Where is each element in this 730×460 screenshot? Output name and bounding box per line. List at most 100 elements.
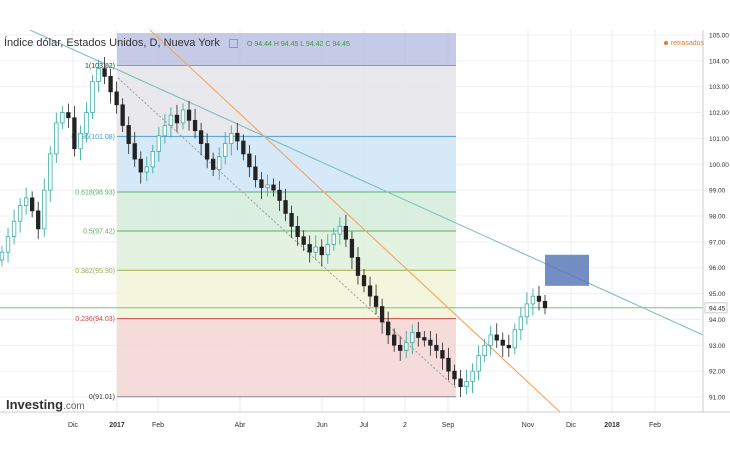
candle-body <box>30 197 35 212</box>
y-tick-label: 103.00 <box>709 84 729 91</box>
fib-level-label: 1(103.82) <box>85 63 115 70</box>
logo-suffix: .com <box>63 401 85 412</box>
candle-body <box>259 179 264 188</box>
fib-zone <box>117 270 456 319</box>
y-tick-label: 101.00 <box>709 136 729 143</box>
candle-body <box>295 225 300 238</box>
candle-body <box>247 153 252 168</box>
candle-body <box>211 158 216 170</box>
candle-body <box>392 334 397 346</box>
x-tick-label: Sep <box>442 422 455 429</box>
status-dot-icon <box>663 41 668 46</box>
delayed-label: retrasados <box>670 40 704 47</box>
candle-body <box>241 140 246 155</box>
candle-body <box>5 236 11 253</box>
y-tick-label: 95.00 <box>709 291 726 298</box>
candle-body <box>253 166 258 181</box>
candle-body <box>422 337 427 341</box>
candle-body <box>198 130 204 144</box>
candle-body <box>78 132 83 150</box>
candle-body <box>114 91 119 106</box>
candle-body <box>416 332 421 338</box>
x-tick-label: 2 <box>403 422 407 429</box>
candle-body <box>542 300 548 309</box>
fib-top-zone <box>117 33 456 66</box>
candle-body <box>168 114 174 126</box>
y-tick-label: 98.00 <box>709 214 726 221</box>
candle-body <box>349 238 355 258</box>
candle-body <box>398 344 403 351</box>
candle-body <box>235 132 240 142</box>
y-tick-label: 100.00 <box>709 162 729 169</box>
x-tick-label: Dic <box>566 422 577 429</box>
candle-body <box>325 244 330 256</box>
brand-logo: Investing.com <box>6 397 85 412</box>
candle-body <box>506 344 511 349</box>
candle-body <box>313 246 318 253</box>
fib-zone <box>117 318 456 397</box>
candle-body <box>217 156 222 170</box>
candle-body <box>440 350 445 359</box>
y-tick-label: 92.00 <box>709 369 726 376</box>
candle-body <box>452 370 457 380</box>
candle-body <box>458 378 463 388</box>
candle-body <box>108 76 113 93</box>
candle-body <box>42 189 47 230</box>
candle-body <box>518 316 524 331</box>
candle-body <box>289 213 294 227</box>
fib-level-label: 0.786(101.08) <box>71 134 115 141</box>
projection-rectangle <box>545 254 589 286</box>
candle-body <box>301 236 306 245</box>
collapse-icon[interactable] <box>228 38 238 48</box>
candle-body <box>385 321 391 336</box>
candle-body <box>404 342 409 351</box>
candle-body <box>120 104 125 126</box>
candle-body <box>180 109 186 124</box>
y-tick-label: 99.00 <box>709 188 726 195</box>
y-tick-label: 91.00 <box>709 395 726 402</box>
x-tick-label: 2017 <box>109 422 125 429</box>
fib-level-label: 0.236(94.03) <box>75 316 115 323</box>
x-tick-label: Feb <box>649 422 661 429</box>
candle-body <box>379 306 385 323</box>
candle-body <box>72 117 77 150</box>
candle-body <box>536 295 542 302</box>
x-tick-label: Jul <box>360 422 369 429</box>
candle-body <box>367 285 373 297</box>
current-price-label: 94.45 <box>709 305 726 312</box>
candle-body <box>337 225 343 235</box>
y-tick-label: 97.00 <box>709 239 726 246</box>
fib-level-label: 0.618(98.93) <box>75 189 115 196</box>
candle-body <box>524 303 530 318</box>
x-tick-label: Dic <box>68 422 79 429</box>
chart-header: Índice dólar, Estados Unidos, D, Nueva Y… <box>4 37 350 49</box>
candle-body <box>36 210 41 230</box>
candle-body <box>494 334 499 341</box>
candle-body <box>11 220 17 238</box>
candle-body <box>66 112 71 119</box>
candle-body <box>428 339 433 346</box>
trendline-orange <box>149 29 561 413</box>
candle-body <box>500 339 505 346</box>
y-tick-label: 94.00 <box>709 317 726 324</box>
candle-body <box>90 81 95 113</box>
y-tick-label: 93.00 <box>709 343 726 350</box>
fib-level-label: 0.5(97.42) <box>83 228 115 235</box>
candle-body <box>271 184 276 191</box>
fib-level-label: 0.382(95.90) <box>75 268 115 275</box>
x-tick-label: Abr <box>235 422 247 429</box>
fib-zone <box>117 65 456 137</box>
candle-body <box>373 295 379 307</box>
candle-body <box>331 233 336 245</box>
x-tick-label: 2018 <box>604 422 620 429</box>
candle-body <box>84 112 89 134</box>
candle-body <box>488 334 493 346</box>
candle-body <box>446 357 451 372</box>
candle-body <box>512 329 517 349</box>
candle-body <box>102 68 107 77</box>
ohlc-readout: O 94.44 H 94.45 L 94.42 C 94.45 <box>246 41 350 48</box>
candle-body <box>17 205 23 222</box>
y-tick-label: 96.00 <box>709 265 726 272</box>
